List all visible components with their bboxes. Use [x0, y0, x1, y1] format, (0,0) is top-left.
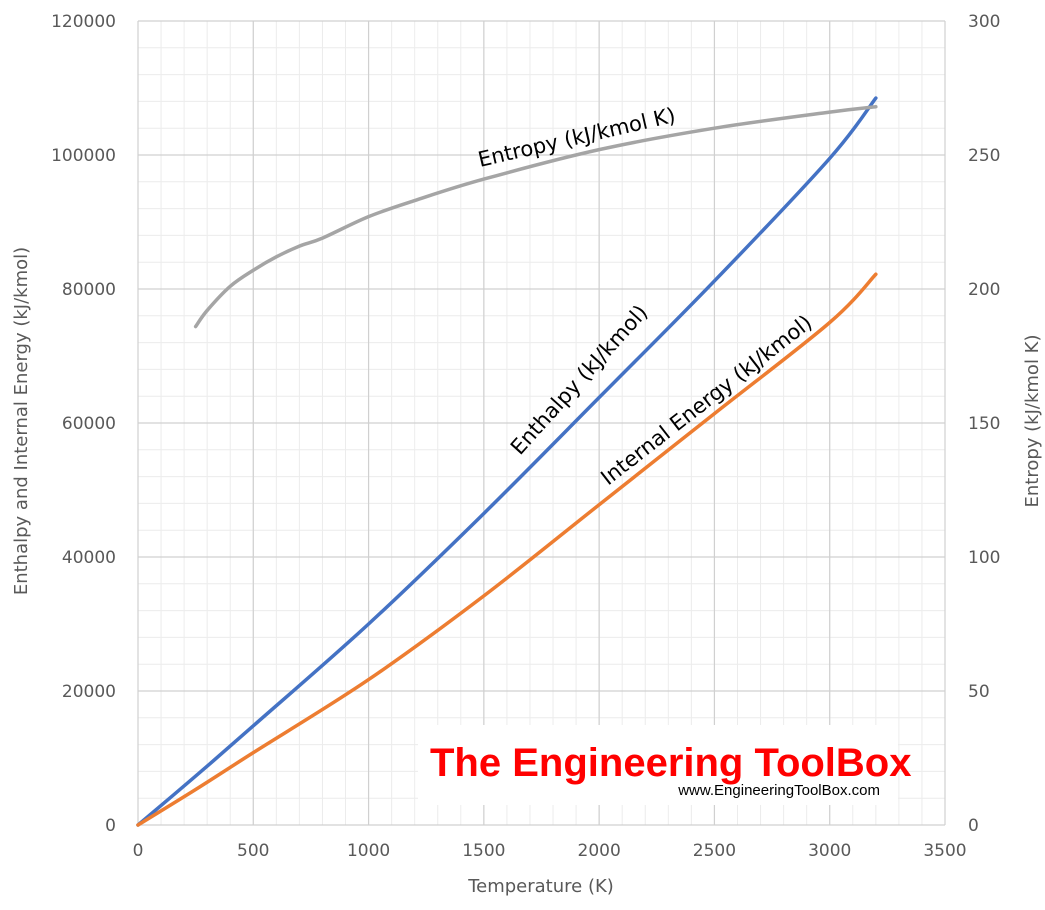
x-tick-label: 0: [133, 841, 144, 861]
y-tick-label: 0: [105, 816, 116, 836]
y-axis-title: Enthalpy and Internal Energy (kJ/kmol): [11, 247, 32, 595]
series-lines: [136, 96, 878, 827]
major-gridlines: [137, 20, 946, 826]
y-tick-label: 40000: [62, 548, 116, 568]
y-axis-tick-labels: 0 20000 40000 60000 80000 100000 120000: [51, 12, 116, 836]
x-tick-label: 3500: [923, 841, 966, 861]
y2-tick-label: 150: [968, 414, 1000, 434]
y2-tick-label: 250: [968, 146, 1000, 166]
watermark-background: [418, 725, 898, 805]
y-tick-label: 80000: [62, 280, 116, 300]
y2-tick-label: 300: [968, 12, 1000, 32]
series-line-internal-energy: [136, 272, 878, 827]
x-tick-label: 2500: [693, 841, 736, 861]
x-tick-label: 500: [237, 841, 269, 861]
y2-axis-tick-labels: 0 50 100 150 200 250 300: [968, 12, 1000, 836]
y2-tick-label: 200: [968, 280, 1000, 300]
x-tick-label: 1500: [462, 841, 505, 861]
x-tick-label: 2000: [578, 841, 621, 861]
y-tick-label: 20000: [62, 682, 116, 702]
watermark-title: The Engineering ToolBox: [430, 741, 911, 785]
x-axis-tick-labels: 0 500 1000 1500 2000 2500 3000 3500: [133, 841, 967, 861]
y-tick-label: 120000: [51, 12, 116, 32]
y2-axis-title: Entropy (kJ/kmol K): [1022, 335, 1043, 508]
x-tick-label: 1000: [347, 841, 390, 861]
x-axis-title: Temperature (K): [467, 876, 614, 897]
y-tick-label: 60000: [62, 414, 116, 434]
y2-tick-label: 100: [968, 548, 1000, 568]
watermark-url: www.EngineeringToolBox.com: [677, 782, 880, 799]
x-tick-label: 3000: [808, 841, 851, 861]
y2-tick-label: 0: [968, 816, 979, 836]
series-line-enthalpy: [136, 96, 878, 827]
watermark: The Engineering ToolBox www.EngineeringT…: [418, 725, 911, 805]
y2-tick-label: 50: [968, 682, 990, 702]
series-line-entropy: [193, 105, 878, 329]
y-tick-label: 100000: [51, 146, 116, 166]
